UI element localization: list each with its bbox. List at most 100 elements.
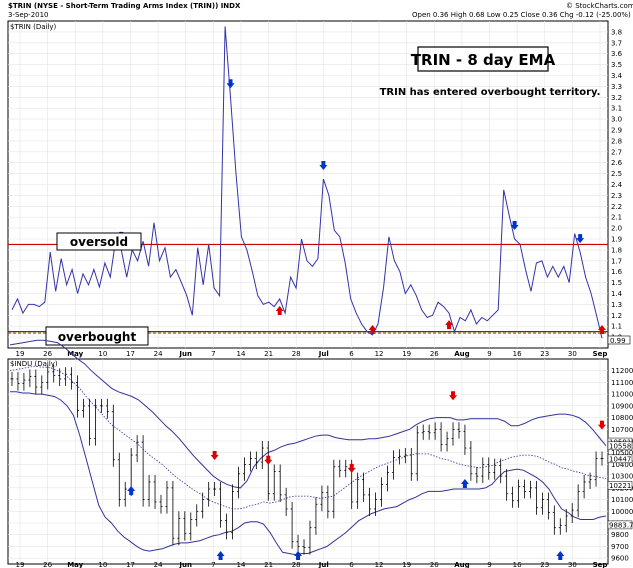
trin-y-tick: 3.8 [611, 28, 622, 36]
indu-down-arrow [210, 451, 219, 461]
trin-y-tick: 2.6 [611, 159, 623, 167]
indu-up-arrow [216, 551, 225, 560]
indu-y-tick: 10800 [611, 414, 633, 422]
indu-upper-band [9, 339, 607, 489]
trin-x-tick: 14 [236, 350, 245, 358]
indu-y-tick: 10000 [611, 508, 633, 516]
indu-y-tick: 10400 [611, 461, 633, 469]
indu-x-axis: 19 26 May 10 17 24 Jun 7 14 21 28 Jul 6 12 19 26 Aug 9 16 2… [16, 561, 608, 568]
trin-line-series [11, 26, 603, 339]
indu-down-arrow [598, 420, 606, 430]
indu-down-arrow [449, 391, 458, 401]
indu-price-label-box [607, 454, 633, 464]
trin-y-tick: 3.7 [611, 39, 622, 47]
trin-x-tick: 26 [43, 350, 52, 358]
trin-x-tick: 28 [292, 350, 301, 358]
trin-y-tick: 1.9 [611, 236, 622, 244]
trin-y-tick: 3.1 [611, 105, 622, 113]
trin-up-arrow [445, 320, 454, 330]
chart-quote: Open 0.36 High 0.68 Low 0.25 Close 0.36 … [412, 11, 631, 19]
indu-x-tick: 7 [211, 561, 215, 568]
trin-down-arrow [510, 221, 519, 230]
trin-y-tick: 1.8 [611, 246, 622, 254]
trin-last-value-box [607, 335, 631, 345]
indu-y-tick: 10500 [611, 449, 633, 457]
trin-y-tick: 1.7 [611, 257, 622, 265]
trin-down-arrow [319, 161, 328, 171]
oversold-label-box [56, 232, 142, 251]
indu-down-arrow [347, 463, 356, 473]
indu-x-tick: 26 [430, 561, 439, 568]
overbought-label-box [45, 326, 149, 346]
trin-x-tick: May [67, 350, 83, 358]
trin-x-tick: 6 [349, 350, 354, 358]
indu-x-tick: 23 [540, 561, 549, 568]
trin-x-tick: 21 [264, 350, 273, 358]
trin-y-tick: 3.2 [611, 94, 622, 102]
indu-x-tick: Jul [318, 561, 329, 568]
indu-y-axis: 9600970098009900100001010010200103001040… [611, 367, 633, 562]
indu-up-arrow [127, 486, 136, 496]
trin-x-tick: 16 [513, 350, 522, 358]
trin-x-tick: Sep [593, 350, 608, 358]
trin-x-tick: 30 [568, 350, 577, 358]
indu-x-tick: 19 [16, 561, 25, 568]
trin-last-value: 0.99 [610, 337, 626, 345]
trin-down-arrow [576, 234, 585, 244]
watermark: © StockCharts.com [566, 2, 633, 10]
trin-x-tick: 9 [487, 350, 491, 358]
indu-moving-average [9, 365, 607, 510]
trin-x-tick: Aug [454, 350, 469, 358]
trin-y-tick: 2.2 [611, 203, 622, 211]
trin-x-tick: 17 [126, 350, 135, 358]
trin-y-tick: 2.8 [611, 137, 622, 145]
trin-y-axis: 1.01.11.21.31.41.51.61.71.81.92.02.12.22… [611, 28, 623, 341]
trin-y-tick: 1.3 [611, 301, 622, 309]
indu-x-tick: Jun [178, 561, 192, 568]
indu-down-arrow [264, 455, 273, 465]
indu-y-tick: 10900 [611, 402, 633, 410]
indu-price-label-box [607, 520, 633, 530]
trin-x-tick: 10 [98, 350, 107, 358]
indu-x-tick: 9 [487, 561, 491, 568]
indu-x-tick: 14 [236, 561, 245, 568]
chart-title-box [417, 46, 549, 72]
trin-y-tick: 2.1 [611, 214, 622, 222]
trin-y-tick: 2.9 [611, 127, 622, 135]
trin-y-tick: 1.4 [611, 290, 623, 298]
indu-y-tick: 10100 [611, 496, 633, 504]
indu-y-tick: 9700 [611, 543, 629, 551]
indu-y-tick: 11100 [611, 379, 633, 387]
trin-y-tick: 1.2 [611, 312, 622, 320]
indu-x-tick: Aug [454, 561, 469, 568]
trin-x-tick: 7 [211, 350, 215, 358]
indu-price-label: 10447.93 [609, 455, 633, 463]
trin-x-tick: Jun [178, 350, 192, 358]
trin-panel-label: $TRIN (Daily) [10, 23, 57, 31]
indu-x-tick: 19 [402, 561, 411, 568]
indu-price-label: 10558.91 [609, 442, 633, 450]
indu-price-labels: 1059110558.9110447.9310221.389883.74 [607, 437, 633, 530]
indu-y-tick: 10300 [611, 473, 633, 481]
trin-y-tick: 1.6 [611, 268, 623, 276]
chart-title: TRIN - 8 day EMA [411, 51, 556, 69]
indu-x-tick: 30 [568, 561, 577, 568]
indu-up-arrow [460, 479, 469, 489]
indu-x-tick: 12 [375, 561, 384, 568]
trin-y-tick: 2.5 [611, 170, 622, 178]
indu-y-tick: 11000 [611, 391, 633, 399]
indu-x-tick: 28 [292, 561, 301, 568]
trin-y-tick: 2.3 [611, 192, 622, 200]
indu-y-tick: 9600 [611, 555, 629, 563]
trin-y-tick: 3.0 [611, 116, 622, 124]
trin-y-tick: 1.1 [611, 323, 622, 331]
indu-x-tick: 6 [349, 561, 354, 568]
indu-panel-label: $INDU (Daily) [10, 360, 58, 368]
trin-x-tick: 19 [402, 350, 411, 358]
trin-up-arrow [368, 325, 377, 334]
chart-symbol-header: $TRIN (NYSE - Short-Term Trading Arms In… [8, 2, 241, 10]
trin-y-tick: 3.6 [611, 50, 623, 58]
indu-up-arrow [556, 551, 565, 560]
trin-y-tick: 2.0 [611, 225, 622, 233]
